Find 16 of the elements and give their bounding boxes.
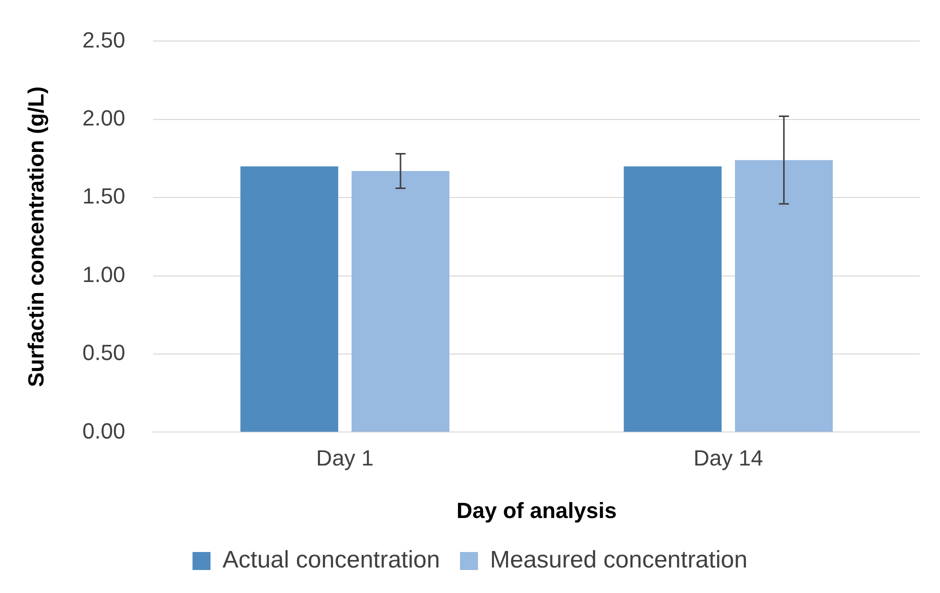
y-tick-label: 1.50 (82, 184, 126, 209)
bar (624, 166, 722, 432)
bar (352, 171, 450, 432)
bar (734, 160, 833, 432)
bar (240, 166, 338, 432)
x-tick-label: Day 14 (693, 445, 764, 470)
y-tick-label: 2.00 (82, 105, 126, 130)
x-axis-title: Day of analysis (456, 498, 617, 523)
y-tick-label: 0.00 (82, 418, 126, 444)
y-tick-label: 2.50 (82, 27, 126, 52)
y-tick-label: 1.00 (82, 262, 126, 287)
y-axis-title: Surfactin concentration (g/L) (23, 86, 48, 388)
x-tick-label: Day 1 (316, 445, 374, 470)
legend-label: Actual concentration (222, 546, 440, 574)
legend-label: Measured concentration (490, 546, 748, 574)
y-tick-label: 0.50 (82, 340, 126, 366)
